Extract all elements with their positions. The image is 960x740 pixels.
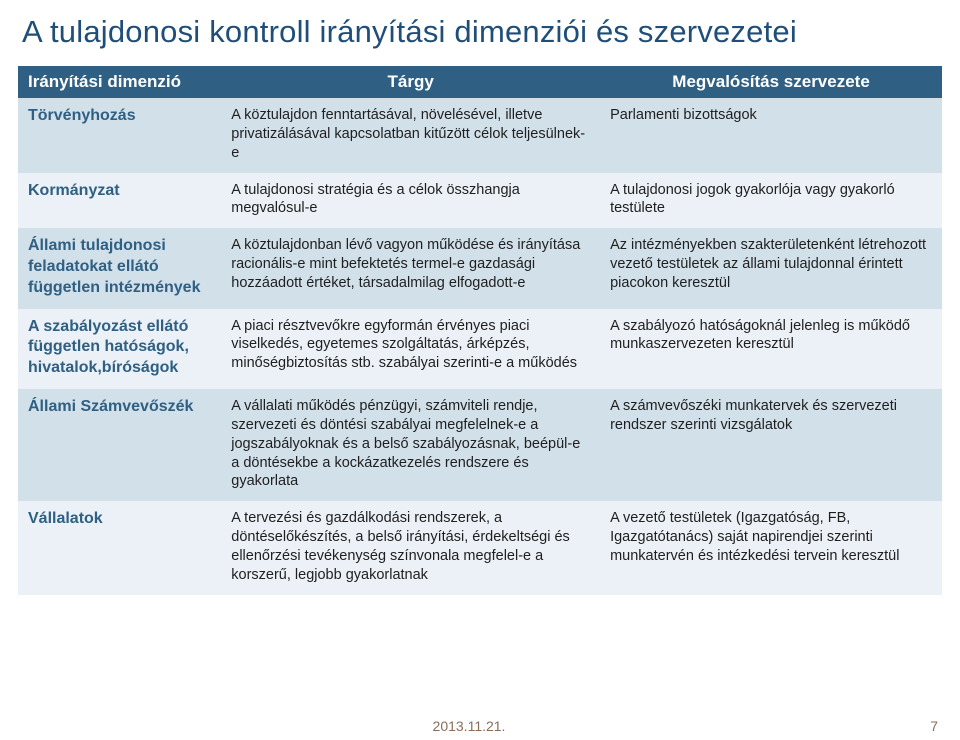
- cell-targy: A piaci résztvevőkre egyformán érvényes …: [221, 309, 600, 389]
- row-label: Állami Számvevőszék: [18, 389, 221, 501]
- table-row: Vállalatok A tervezési és gazdálkodási r…: [18, 501, 942, 594]
- table-row: Állami tulajdonosi feladatokat ellátó fü…: [18, 228, 942, 308]
- row-label: Vállalatok: [18, 501, 221, 594]
- table-row: Törvényhozás A köztulajdon fenntartásáva…: [18, 98, 942, 173]
- table-header-row: Irányítási dimenzió Tárgy Megvalósítás s…: [18, 66, 942, 98]
- cell-szervezet: A szabályozó hatóságoknál jelenleg is mű…: [600, 309, 942, 389]
- table-row: Állami Számvevőszék A vállalati működés …: [18, 389, 942, 501]
- cell-szervezet: Parlamenti bizottságok: [600, 98, 942, 173]
- table-row: A szabályozást ellátó független hatóságo…: [18, 309, 942, 389]
- page-title: A tulajdonosi kontroll irányítási dimenz…: [18, 10, 942, 56]
- row-label: Állami tulajdonosi feladatokat ellátó fü…: [18, 228, 221, 308]
- table-row: Kormányzat A tulajdonosi stratégia és a …: [18, 173, 942, 229]
- cell-szervezet: A vezető testületek (Igazgatóság, FB, Ig…: [600, 501, 942, 594]
- cell-szervezet: Az intézményekben szakterületenként létr…: [600, 228, 942, 308]
- cell-szervezet: A tulajdonosi jogok gyakorlója vagy gyak…: [600, 173, 942, 229]
- col-header-szervezet: Megvalósítás szervezete: [600, 66, 942, 98]
- col-header-targy: Tárgy: [221, 66, 600, 98]
- footer: 2013.11.21. 7: [0, 718, 960, 734]
- cell-targy: A köztulajdon fenntartásával, növeléséve…: [221, 98, 600, 173]
- cell-targy: A vállalati működés pénzügyi, számviteli…: [221, 389, 600, 501]
- cell-targy: A tulajdonosi stratégia és a célok összh…: [221, 173, 600, 229]
- row-label: A szabályozást ellátó független hatóságo…: [18, 309, 221, 389]
- footer-page-number: 7: [898, 718, 938, 734]
- col-header-dimension: Irányítási dimenzió: [18, 66, 221, 98]
- cell-targy: A köztulajdonban lévő vagyon működése és…: [221, 228, 600, 308]
- main-table: Irányítási dimenzió Tárgy Megvalósítás s…: [18, 66, 942, 595]
- footer-date: 2013.11.21.: [40, 718, 898, 734]
- cell-szervezet: A számvevőszéki munkatervek és szervezet…: [600, 389, 942, 501]
- row-label: Kormányzat: [18, 173, 221, 229]
- row-label: Törvényhozás: [18, 98, 221, 173]
- cell-targy: A tervezési és gazdálkodási rendszerek, …: [221, 501, 600, 594]
